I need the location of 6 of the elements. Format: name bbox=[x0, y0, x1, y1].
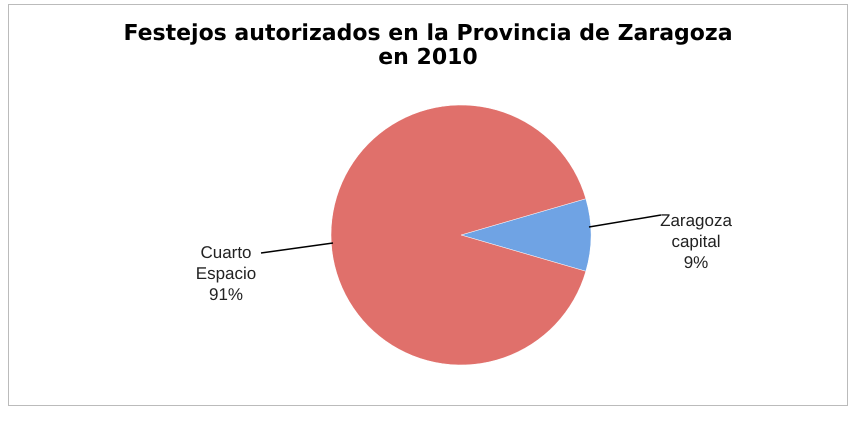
text: Festejos autorizados en la Provincia de Zaragoza bbox=[123, 21, 733, 46]
text: en 2010 bbox=[378, 45, 478, 70]
data-label: 9% bbox=[684, 253, 708, 272]
data-label: 91% bbox=[208, 285, 244, 304]
slice-label: Zaragoza capital bbox=[660, 211, 732, 251]
slice-label: Cuarto Espacio bbox=[196, 243, 256, 283]
